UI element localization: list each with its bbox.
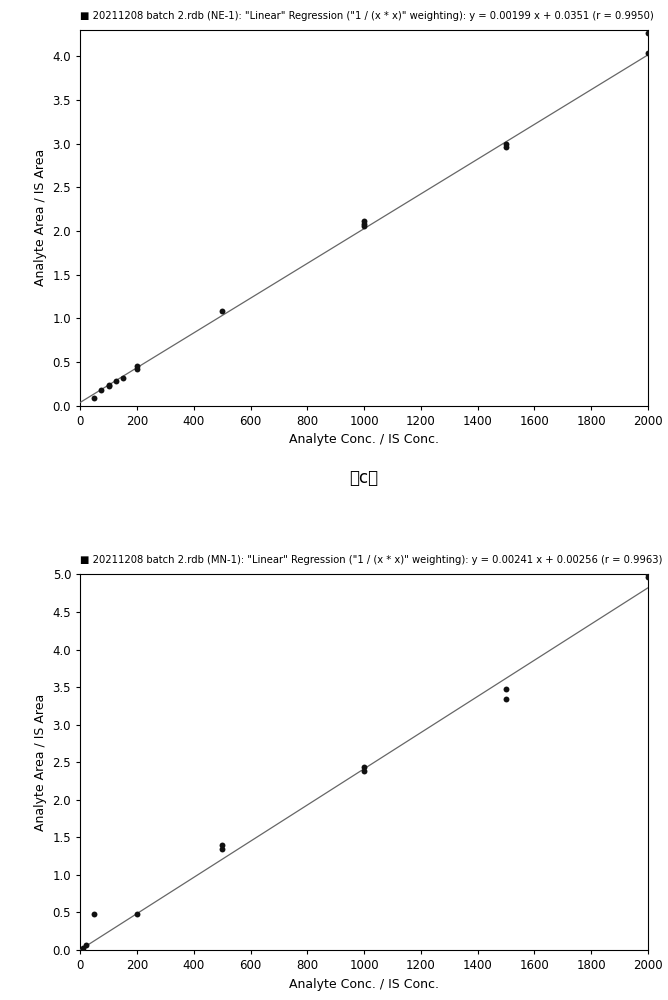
Point [359, 213, 369, 229]
Point [77, 940, 88, 956]
Point [103, 377, 114, 393]
Point [132, 361, 142, 377]
Point [89, 906, 100, 922]
Point [118, 370, 128, 386]
Text: （c）: （c） [349, 469, 379, 487]
Point [643, 566, 653, 582]
Point [96, 382, 107, 398]
Point [80, 937, 91, 953]
Point [643, 569, 653, 585]
Text: ■ 20211208 batch 2.rdb (NE-1): "Linear" Regression ("1 / (x * x)" weighting): y : ■ 20211208 batch 2.rdb (NE-1): "Linear" … [80, 11, 654, 21]
Point [359, 763, 369, 779]
Point [359, 759, 369, 775]
Point [359, 218, 369, 234]
Point [643, 45, 653, 61]
Point [643, 25, 653, 41]
Text: ■ 20211208 batch 2.rdb (MN-1): "Linear" Regression ("1 / (x * x)" weighting): y : ■ 20211208 batch 2.rdb (MN-1): "Linear" … [80, 555, 663, 565]
Point [501, 139, 512, 155]
Point [132, 906, 142, 922]
Point [110, 373, 121, 389]
Point [89, 390, 100, 406]
Point [359, 216, 369, 232]
Point [501, 691, 512, 707]
Point [216, 303, 227, 319]
Point [501, 136, 512, 152]
Point [501, 681, 512, 697]
Point [216, 841, 227, 857]
Point [132, 358, 142, 374]
X-axis label: Analyte Conc. / IS Conc.: Analyte Conc. / IS Conc. [289, 978, 439, 991]
Y-axis label: Analyte Area / IS Area: Analyte Area / IS Area [34, 149, 47, 286]
Y-axis label: Analyte Area / IS Area: Analyte Area / IS Area [34, 694, 47, 831]
Point [216, 837, 227, 853]
X-axis label: Analyte Conc. / IS Conc.: Analyte Conc. / IS Conc. [289, 433, 439, 446]
Point [103, 378, 114, 394]
